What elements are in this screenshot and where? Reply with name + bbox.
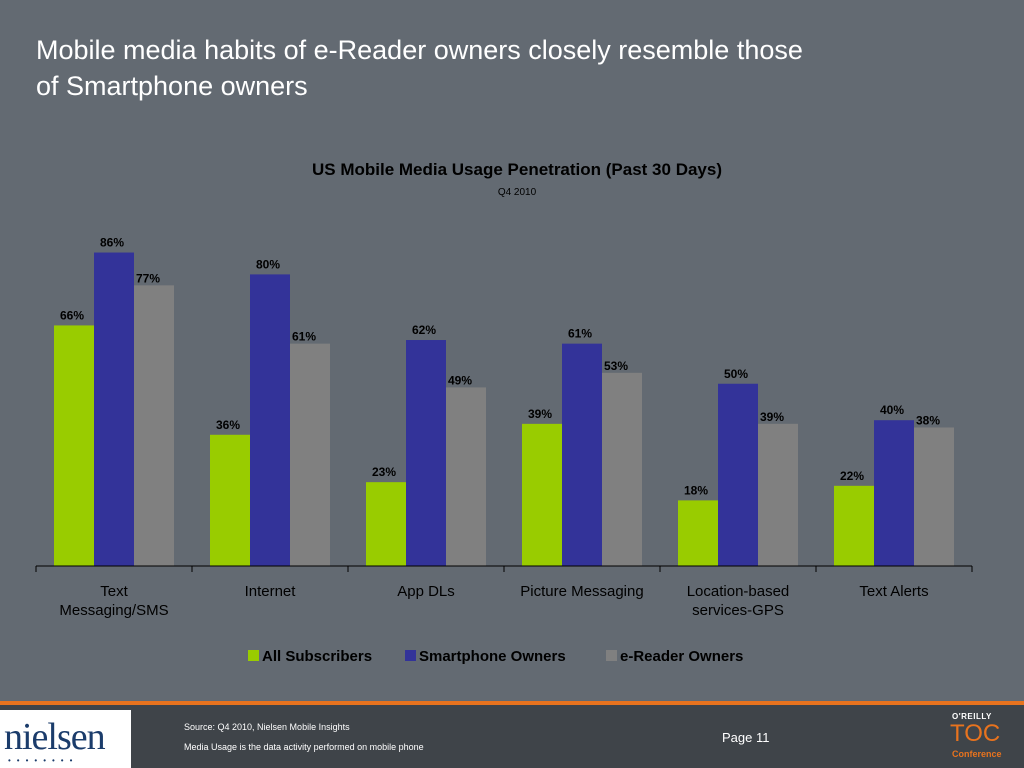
- nielsen-logo-dots: ••••••••: [8, 756, 79, 765]
- slide-title-line-1: Mobile media habits of e-Reader owners c…: [36, 35, 803, 65]
- value-label-smartphone-owners-3: 61%: [568, 327, 592, 341]
- category-label-2: App DLs: [397, 583, 455, 600]
- footer-bar: [0, 705, 1024, 768]
- value-label-smartphone-owners-2: 62%: [412, 323, 436, 337]
- footnote: Media Usage is the data activity perform…: [184, 742, 424, 752]
- value-label-e-reader-owners-3: 53%: [604, 359, 628, 373]
- value-label-smartphone-owners-0: 86%: [100, 236, 124, 250]
- legend-label-e-reader-owners: e-Reader Owners: [620, 648, 743, 665]
- source-note: Source: Q4 2010, Nielsen Mobile Insights: [184, 722, 350, 732]
- category-labels-group: Text Messaging/SMS Internet App DLs Picture …: [59, 583, 928, 619]
- value-labels-group: 66% 86% 77% 36% 80% 61% 23% 62% 49% 39% 61% 53% 18% 5…: [60, 236, 940, 498]
- category-label-4: Location-based services-GPS: [687, 583, 790, 619]
- slide-title: Mobile media habits of e-Reader owners c…: [36, 32, 996, 104]
- toc-logo: TOC: [950, 720, 1001, 747]
- x-axis-ticks: [35, 566, 973, 572]
- category-label-0: Text Messaging/SMS: [59, 583, 168, 619]
- bar-all-subscribers-3: [522, 423, 562, 566]
- value-label-all-subscribers-3: 39%: [528, 407, 552, 421]
- legend-swatch-all-subscribers: [248, 650, 259, 661]
- bar-e-reader-owners-2: [446, 387, 486, 566]
- value-label-e-reader-owners-4: 39%: [760, 410, 784, 424]
- bars-group: [54, 252, 954, 566]
- bar-all-subscribers-0: [54, 325, 94, 566]
- category-label-3: Picture Messaging: [520, 583, 643, 600]
- bar-smartphone-owners-3: [562, 343, 602, 566]
- bar-e-reader-owners-5: [914, 427, 954, 566]
- chart-title: US Mobile Media Usage Penetration (Past …: [312, 160, 722, 179]
- bar-smartphone-owners-0: [94, 252, 134, 566]
- bar-smartphone-owners-2: [406, 340, 446, 566]
- nielsen-logo: nielsen ••••••••: [0, 710, 131, 768]
- value-label-smartphone-owners-1: 80%: [256, 257, 280, 271]
- value-label-all-subscribers-4: 18%: [684, 483, 708, 497]
- bar-all-subscribers-4: [678, 500, 718, 566]
- value-label-e-reader-owners-5: 38%: [916, 413, 940, 427]
- value-label-smartphone-owners-4: 50%: [724, 367, 748, 381]
- oreilly-logo: O'REILLY: [952, 712, 992, 721]
- legend-label-all-subscribers: All Subscribers: [262, 648, 372, 665]
- category-label-1: Internet: [245, 583, 297, 600]
- nielsen-logo-text: nielsen: [4, 716, 106, 758]
- bar-e-reader-owners-1: [290, 343, 330, 566]
- legend: All Subscribers Smartphone Owners e-Reader…: [248, 648, 743, 665]
- bar-e-reader-owners-4: [758, 423, 798, 566]
- value-label-e-reader-owners-0: 77%: [136, 271, 160, 285]
- value-label-e-reader-owners-2: 49%: [448, 373, 472, 387]
- category-label-5: Text Alerts: [859, 583, 928, 600]
- conference-label: Conference: [952, 749, 1002, 759]
- bar-e-reader-owners-0: [134, 285, 174, 566]
- chart-subtitle: Q4 2010: [498, 187, 537, 198]
- bar-all-subscribers-5: [834, 485, 874, 566]
- bar-all-subscribers-1: [210, 434, 250, 566]
- bar-all-subscribers-2: [366, 482, 406, 566]
- bar-smartphone-owners-5: [874, 420, 914, 566]
- legend-label-smartphone-owners: Smartphone Owners: [419, 648, 566, 665]
- value-label-all-subscribers-5: 22%: [840, 469, 864, 483]
- value-label-all-subscribers-1: 36%: [216, 418, 240, 432]
- legend-swatch-e-reader-owners: [606, 650, 617, 661]
- value-label-e-reader-owners-1: 61%: [292, 330, 316, 344]
- value-label-smartphone-owners-5: 40%: [880, 403, 904, 417]
- legend-swatch-smartphone-owners: [405, 650, 416, 661]
- bar-chart: US Mobile Media Usage Penetration (Past …: [35, 160, 973, 665]
- value-label-all-subscribers-0: 66%: [60, 308, 84, 322]
- orange-divider: [0, 701, 1024, 705]
- bar-smartphone-owners-1: [250, 274, 290, 566]
- value-label-all-subscribers-2: 23%: [372, 465, 396, 479]
- slide-title-line-2: of Smartphone owners: [36, 71, 308, 101]
- page-number: Page 11: [722, 730, 770, 745]
- bar-smartphone-owners-4: [718, 383, 758, 566]
- bar-e-reader-owners-3: [602, 372, 642, 566]
